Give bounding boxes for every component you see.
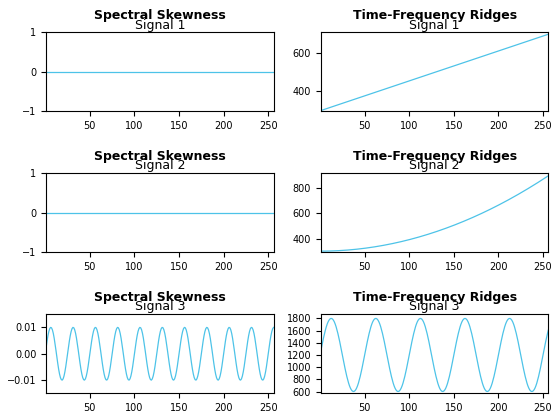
Text: Signal 3: Signal 3 [409,300,460,313]
Text: Signal 2: Signal 2 [409,160,460,173]
Text: Signal 1: Signal 1 [134,18,185,32]
Text: Signal 3: Signal 3 [134,300,185,313]
Title: Spectral Skewness
Signal 3: Spectral Skewness Signal 3 [0,419,1,420]
Title: Time-Frequency Ridges
Signal 3: Time-Frequency Ridges Signal 3 [0,419,1,420]
Text: Spectral Skewness: Spectral Skewness [94,150,226,163]
Title: Time-Frequency Ridges
Signal 2: Time-Frequency Ridges Signal 2 [0,419,1,420]
Title: Time-Frequency Ridges
Signal 1: Time-Frequency Ridges Signal 1 [0,419,1,420]
Text: Signal 2: Signal 2 [134,160,185,173]
Text: Spectral Skewness: Spectral Skewness [94,291,226,304]
Title: Spectral Skewness
Signal 2: Spectral Skewness Signal 2 [0,419,1,420]
Text: Spectral Skewness: Spectral Skewness [94,9,226,22]
Text: Time-Frequency Ridges: Time-Frequency Ridges [353,150,517,163]
Text: Time-Frequency Ridges: Time-Frequency Ridges [353,9,517,22]
Text: Signal 1: Signal 1 [409,18,460,32]
Title: Spectral Skewness
Signal 1: Spectral Skewness Signal 1 [0,419,1,420]
Text: Time-Frequency Ridges: Time-Frequency Ridges [353,291,517,304]
